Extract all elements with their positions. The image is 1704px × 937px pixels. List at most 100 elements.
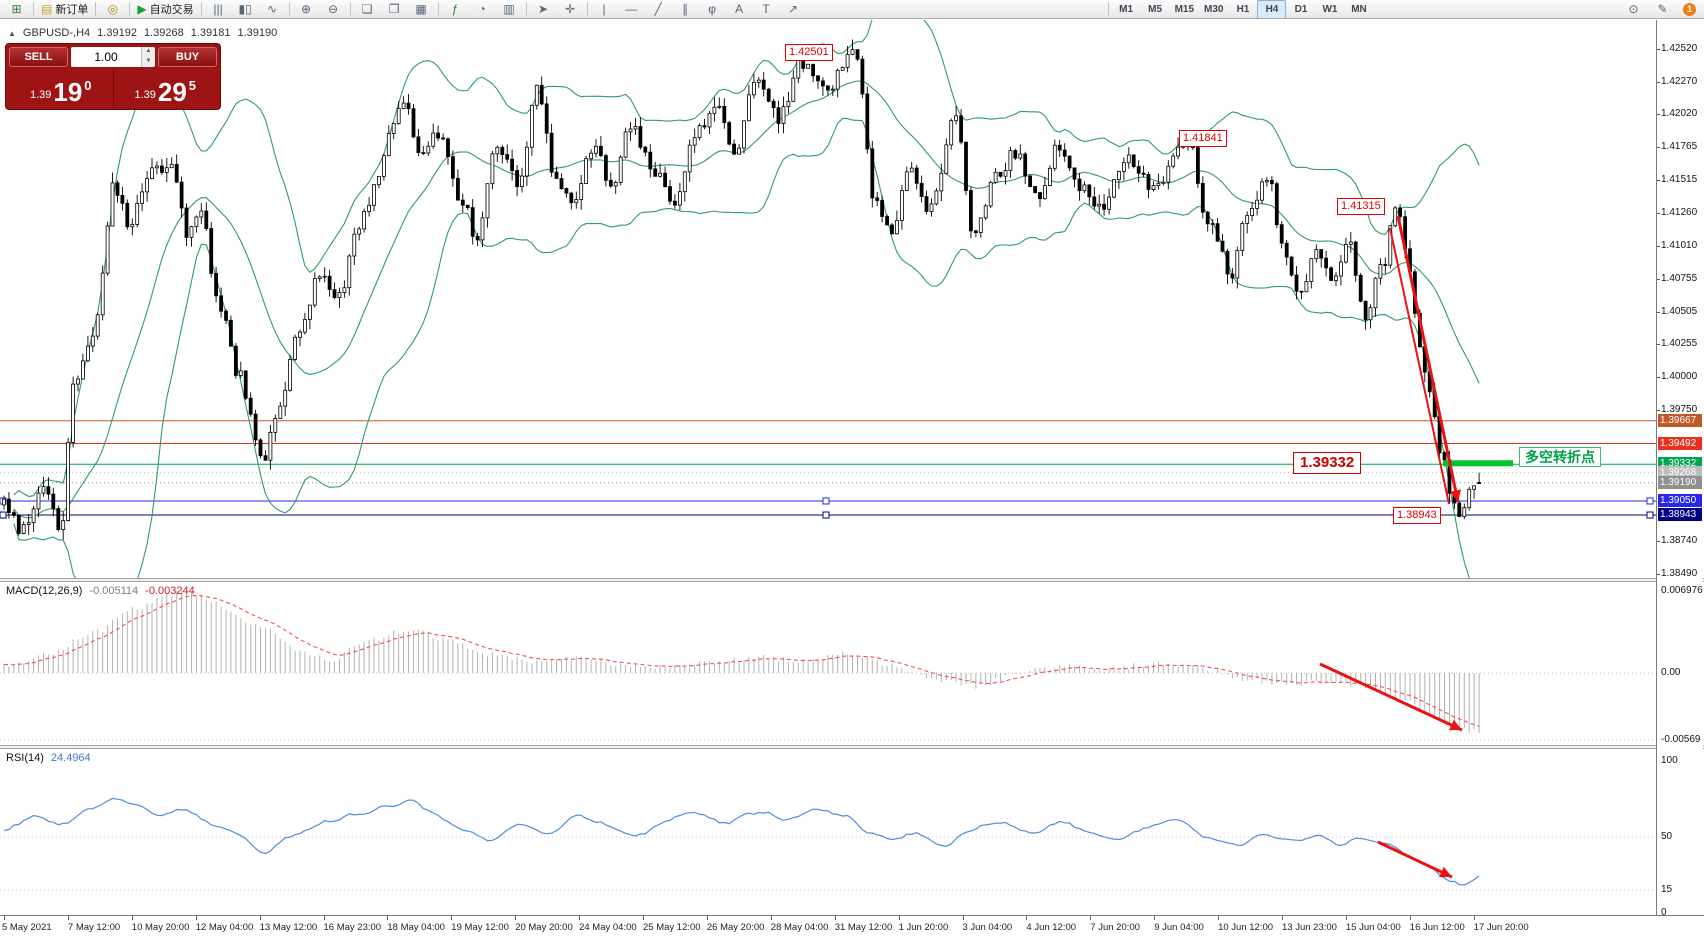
time-tick: 24 May 04:00 [579,922,637,933]
templates-button-icon: ▥ [503,2,515,16]
price-level-chip: 1.39190 [1658,475,1702,489]
periods-button[interactable]: ◔ [469,0,496,19]
fibonacci-button[interactable]: φ [699,0,726,19]
collapse-panel-icon[interactable]: ▲ [8,28,16,38]
vertical-line-button[interactable]: | [591,0,618,19]
equidistant-channel-button[interactable]: ∥ [672,0,699,19]
timeframe-h4-button[interactable]: H4 [1257,0,1287,19]
macd-scale-tick: 0.00 [1661,667,1681,678]
toolbar: ⊞ ▤ 新订单 ◎ ▶ 自动交易 ||| ▮▯ ∿ ⊕ ⊖ ❏ ❐ ▦ ƒ ◔ ▥ ➤ ✛ | — ╱ ∥ φ A T ↗ M1 M5 M… [0,0,1704,19]
price-label-141841[interactable]: 1.41841 [1179,130,1227,147]
line-chart-button[interactable]: ∿ [259,0,286,19]
volume-up-button[interactable]: ▲ [142,47,155,57]
volume-field: ▲ ▼ [71,47,155,67]
candlestick-chart-button-icon: ▮▯ [238,2,252,16]
price-label-139332[interactable]: 1.39332 [1293,452,1362,474]
indicators-button-icon: ƒ [451,2,459,16]
pane-splitter[interactable] [0,745,1704,749]
text-button[interactable]: A [726,0,753,19]
cursor-button[interactable]: ➤ [530,0,557,19]
arrange-windows-button[interactable]: ▦ [408,0,435,19]
bar-chart-button-icon: ||| [213,2,223,16]
timeframe-m1-button[interactable]: M1 [1119,3,1134,15]
price-label-142501[interactable]: 1.42501 [785,44,833,61]
timeframe-h1-button[interactable]: H1 [1236,3,1250,15]
candlestick-chart-button[interactable]: ▮▯ [232,0,259,19]
crosshair-button[interactable]: ✛ [557,0,584,19]
volume-input[interactable] [71,47,141,67]
autotrading-button-icon: ▶ [137,2,147,16]
autotrading-button[interactable]: ▶ 自动交易 [137,2,194,16]
macd-scale-tick: 0.006976 [1661,585,1703,596]
pane-splitter[interactable] [0,578,1704,582]
rsi-scale-tick: 15 [1661,884,1673,896]
rsi-canvas[interactable] [0,749,1656,915]
time-tick: 17 Jun 20:00 [1473,922,1529,933]
rsi-pane[interactable]: RSI(14) 24.4964 [0,749,1656,915]
zoom-out-button[interactable]: ⊖ [320,0,347,19]
horizontal-line-button[interactable]: — [618,0,645,19]
sell-button[interactable]: SELL [9,47,68,67]
time-tick: 7 May 12:00 [67,922,121,933]
symbol-period-label: GBPUSD-,H4 [22,27,91,39]
macd-pane[interactable]: MACD(12,26,9) -0.005114 -0.003244 [0,582,1656,745]
new-chart-button-icon: ⊞ [11,2,22,16]
tile-windows-button[interactable]: ❏ [354,0,381,19]
macd-canvas[interactable] [0,582,1656,745]
price-tick: 1.41260 [1661,207,1698,219]
vertical-line-button-icon: | [602,2,606,16]
time-tick: 13 Jun 23:00 [1282,922,1337,933]
sell-price[interactable]: 1.39 19 0 [29,77,92,107]
time-tick: 1 Jun 20:00 [898,922,949,933]
bar-high-value: 1.39268 [143,27,184,39]
arrows-button[interactable]: ↗ [780,0,807,19]
time-tick: 18 May 04:00 [387,922,445,933]
zoom-out-button-icon: ⊖ [328,2,339,16]
timeframe-m5-button[interactable]: M5 [1148,3,1163,15]
macd-scale-tick: -0.00569 [1661,733,1701,745]
time-tick: 15 Jun 04:00 [1345,922,1401,933]
time-tick: 20 May 20:00 [515,922,573,933]
zoom-in-button[interactable]: ⊕ [293,0,320,19]
new-order-button[interactable]: ▤ 新订单 [41,2,89,16]
price-axis[interactable]: 1.42520 1.42270 1.42020 1.41765 1.41515 1.412… [1656,20,1703,918]
buy-button[interactable]: BUY [158,47,217,67]
arrows-button-icon: ↗ [788,2,799,16]
time-tick: 7 Jun 20:00 [1090,922,1140,933]
mql5-community-button-icon: ◎ [107,2,119,16]
price-tick: 1.41010 [1661,239,1698,251]
price-label-138943[interactable]: 1.38943 [1393,507,1441,524]
text-label-button[interactable]: T [753,0,780,19]
timeframe-w1-button[interactable]: W1 [1322,3,1338,15]
price-label-141315[interactable]: 1.41315 [1337,198,1385,215]
equidistant-channel-button-icon: ∥ [682,2,689,16]
time-tick: 13 May 12:00 [259,922,318,933]
cascade-windows-button-icon: ❐ [388,2,400,16]
timeframe-d1-button[interactable]: D1 [1294,3,1308,15]
notification-badge[interactable]: 1 [1683,2,1696,16]
turning-point-note[interactable]: 多空转折点 [1519,447,1601,467]
edit-icon[interactable]: ✎ [1657,2,1668,16]
search-icon[interactable]: ⊙ [1628,2,1639,16]
price-tick: 1.41515 [1661,173,1698,185]
macd-label: MACD(12,26,9) -0.005114 -0.003244 [6,585,195,597]
time-tick: 25 May 12:00 [643,922,701,933]
time-axis[interactable]: 5 May 2021 7 May 12:00 10 May 20:00 12 May … [0,915,1704,937]
tile-windows-button-icon: ❏ [361,2,373,16]
bar-low-value: 1.39181 [190,27,231,39]
new-chart-button[interactable]: ⊞ [3,0,30,19]
mql5-community-button[interactable]: ◎ [99,0,126,19]
buy-price[interactable]: 1.39 29 5 [134,77,197,107]
indicators-button[interactable]: ƒ [442,0,469,19]
timeframe-m30-button[interactable]: M30 [1204,3,1224,15]
cascade-windows-button[interactable]: ❐ [381,0,408,19]
trendline-button[interactable]: ╱ [645,0,672,19]
templates-button[interactable]: ▥ [496,0,523,19]
price-chart-canvas[interactable] [0,20,1656,578]
price-chart-pane[interactable]: ▲ GBPUSD-,H4 1.39192 1.39268 1.39181 1.3… [0,20,1656,578]
timeframe-m15-button[interactable]: M15 [1174,3,1195,15]
bar-chart-button[interactable]: ||| [205,0,232,19]
timeframe-mn-button[interactable]: MN [1351,3,1367,15]
volume-down-button[interactable]: ▼ [142,57,155,67]
